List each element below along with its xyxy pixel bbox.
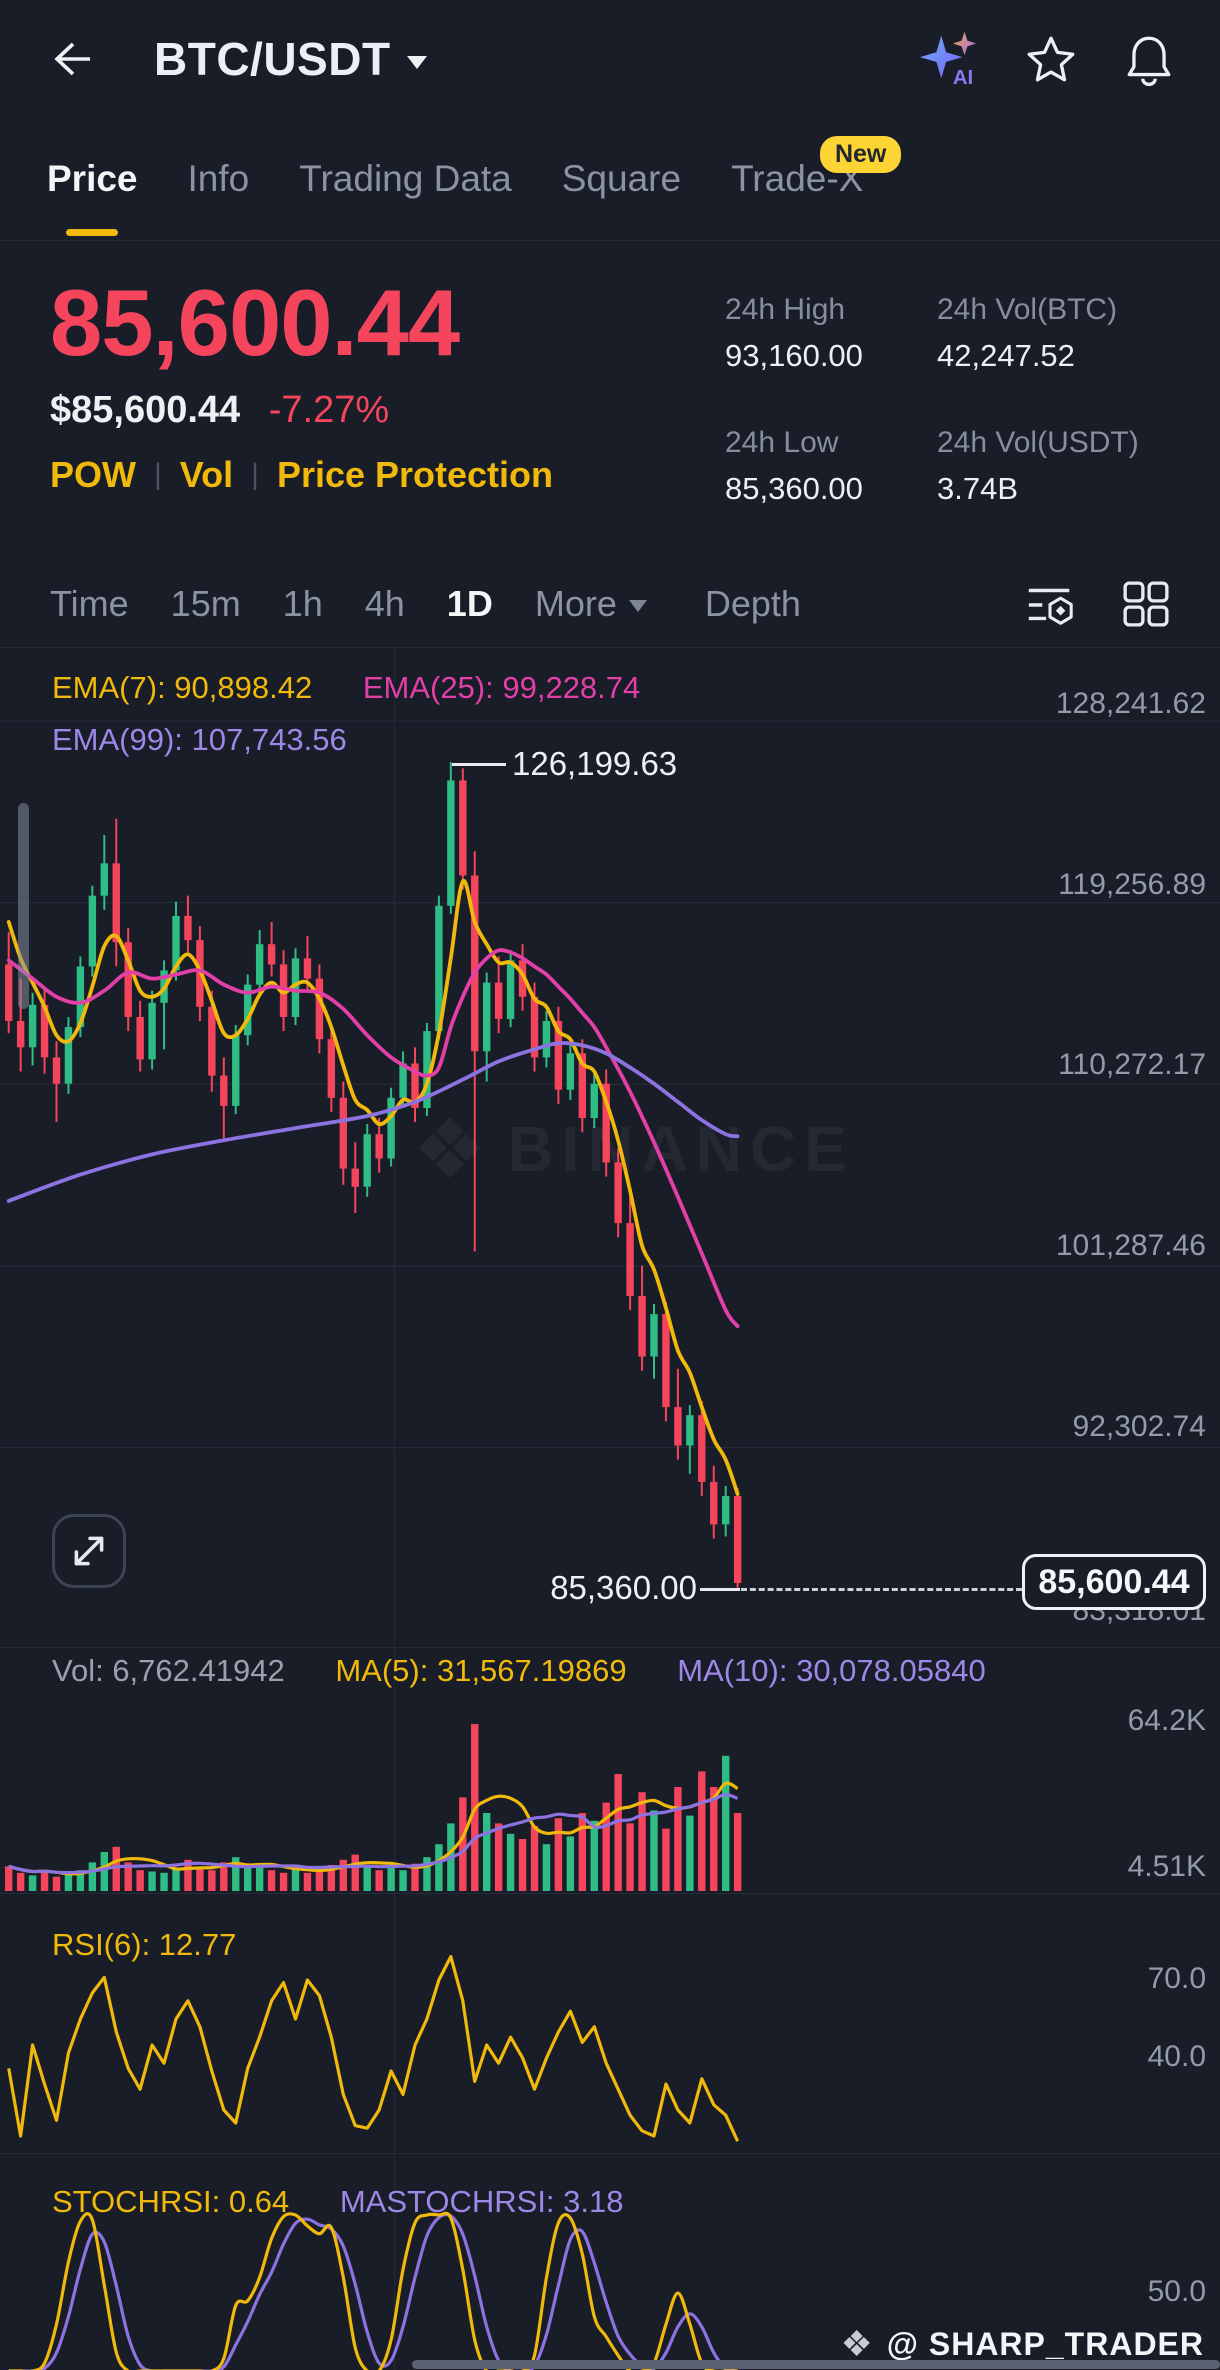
rsi-label: RSI(6): 12.77	[52, 1927, 237, 1962]
timeframe-15m[interactable]: 15m	[170, 582, 241, 624]
svg-text:AI: AI	[953, 67, 973, 89]
tag-vol[interactable]: Vol	[179, 454, 234, 495]
volume-chart[interactable]	[0, 1647, 1220, 1893]
binance-watermark: ❖ BINANCE	[412, 1102, 855, 1196]
fiat-price: $85,600.44	[50, 389, 241, 431]
timeframe-4h[interactable]: 4h	[364, 582, 405, 624]
expand-arrows-icon	[74, 1536, 104, 1566]
price-axis-tick: 110,272.17	[1058, 1048, 1206, 1081]
indicator-settings-icon[interactable]	[1024, 578, 1076, 630]
volume-axis-tick: 64.2K	[1127, 1704, 1206, 1737]
new-badge: New	[819, 136, 902, 173]
last-price-tag: 85,600.44	[1022, 1554, 1206, 1610]
tag-pow[interactable]: POW	[50, 454, 136, 495]
stochrsi-axis-tick: 50.0	[1147, 2275, 1206, 2308]
pair-selector[interactable]: BTC/USDT	[154, 32, 427, 86]
ema7-label: EMA(7): 90,898.42	[52, 670, 313, 705]
depth-button[interactable]: Depth	[704, 582, 801, 624]
ema-legend-row-2: EMA(99): 107,743.56	[52, 722, 389, 758]
vertical-gridline	[394, 648, 395, 2370]
vol-ma5-label: MA(5): 31,567.19869	[335, 1653, 627, 1688]
low-annotation-label: 85,360.00	[550, 1569, 697, 1606]
chart-layout-grid-icon[interactable]	[1122, 580, 1170, 628]
favorite-star-icon[interactable]	[1024, 32, 1078, 86]
price-chart[interactable]	[0, 648, 1220, 1647]
binance-diamond-icon: ❖	[840, 2323, 873, 2364]
ai-assistant-icon[interactable]: AI	[918, 28, 980, 90]
price-axis-tick: 119,256.89	[1058, 868, 1206, 901]
tab-bar: Price Info Trading Data Square Trade-X N…	[0, 118, 1220, 241]
timeframe-1h[interactable]: 1h	[282, 582, 323, 624]
peak-annotation-line	[452, 763, 506, 766]
price-axis-tick: 101,287.46	[1055, 1229, 1206, 1262]
tab-label: Square	[561, 158, 682, 199]
tab-label: Trading Data	[299, 158, 512, 199]
ema25-label: EMA(25): 99,228.74	[362, 670, 641, 705]
tab-trade-x[interactable]: Trade-X New	[731, 118, 902, 240]
24h-stats-grid: 24h High 93,160.00 24h Vol(BTC) 42,247.5…	[725, 293, 1139, 507]
horizontal-scrollbar[interactable]	[412, 2360, 1220, 2369]
price-axis-tick: 128,241.62	[1055, 687, 1206, 720]
stat-24h-high: 24h High 93,160.00	[725, 293, 863, 373]
price-summary: 85,600.44 $85,600.44 -7.27% POW | Vol | …	[0, 241, 1220, 560]
pair-dropdown-caret	[406, 55, 427, 69]
rsi-legend: RSI(6): 12.77	[52, 1927, 278, 1963]
notifications-bell-icon[interactable]	[1122, 32, 1176, 86]
active-tab-underline	[66, 229, 119, 236]
tab-trading-data[interactable]: Trading Data	[299, 118, 512, 240]
volume-legend: Vol: 6,762.41942 MA(5): 31,567.19869 MA(…	[52, 1653, 1028, 1689]
peak-annotation-label: 126,199.63	[512, 745, 678, 782]
scroll-indicator-pill[interactable]	[18, 803, 29, 1009]
stochrsi-legend: STOCHRSI: 0.64 MASTOCHRSI: 3.18	[52, 2184, 666, 2220]
stochrsi-k-label: STOCHRSI: 0.64	[52, 2184, 290, 2219]
pane-divider	[0, 1893, 1220, 1894]
timeframe-toolbar: Time 15m 1h 4h 1D More Depth	[0, 560, 1220, 648]
timeframe-1d[interactable]: 1D	[446, 582, 493, 624]
pane-divider	[0, 2153, 1220, 2154]
stochrsi-chart[interactable]	[0, 2153, 1220, 2370]
more-caret-icon	[628, 599, 647, 612]
vol-label: Vol: 6,762.41942	[52, 1653, 285, 1688]
stat-24h-low: 24h Low 85,360.00	[725, 426, 863, 506]
expand-chart-button[interactable]	[52, 1514, 126, 1588]
tab-square[interactable]: Square	[562, 118, 681, 240]
stat-24h-vol-usdt: 24h Vol(USDT) 3.74B	[937, 426, 1139, 506]
ema-legend-row-1: EMA(7): 90,898.42 EMA(25): 99,228.74	[52, 670, 682, 706]
low-annotation-line	[700, 1588, 740, 1591]
tab-info[interactable]: Info	[188, 118, 250, 240]
back-icon[interactable]	[44, 33, 96, 85]
pane-divider	[0, 1647, 1220, 1648]
price-change-percent: -7.27%	[268, 389, 390, 431]
rsi-axis-tick: 70.0	[1147, 1962, 1206, 1995]
rsi-axis-tick: 40.0	[1147, 2040, 1206, 2073]
ema99-label: EMA(99): 107,743.56	[52, 722, 347, 757]
stochrsi-d-label: MASTOCHRSI: 3.18	[339, 2184, 624, 2219]
trader-watermark: ❖ @ SHARP_TRADER	[840, 2323, 1204, 2364]
tag-separator: |	[154, 458, 162, 491]
tag-separator: |	[251, 458, 259, 491]
vol-ma10-label: MA(10): 30,078.05840	[677, 1653, 986, 1688]
price-axis-tick: 92,302.74	[1072, 1410, 1206, 1443]
page-title: BTC/USDT	[154, 33, 391, 85]
last-price: 85,600.44	[50, 270, 460, 375]
timeframe-time[interactable]: Time	[50, 582, 129, 624]
tab-price[interactable]: Price	[47, 118, 138, 240]
last-price-dashed-line	[741, 1588, 1022, 1591]
rsi-chart[interactable]	[0, 1893, 1220, 2153]
stat-24h-vol-btc: 24h Vol(BTC) 42,247.52	[937, 293, 1118, 373]
tag-price-protection[interactable]: Price Protection	[276, 454, 554, 495]
timeframe-more[interactable]: More	[535, 583, 647, 625]
chart-module: ❖ BINANCE EMA(7): 90,898.42 EMA(25): 99,…	[0, 648, 1220, 2370]
tab-label: Info	[187, 158, 250, 199]
top-bar: BTC/USDT AI	[0, 0, 1220, 118]
volume-axis-tick: 4.51K	[1127, 1850, 1206, 1883]
tab-label: Price	[47, 158, 138, 199]
